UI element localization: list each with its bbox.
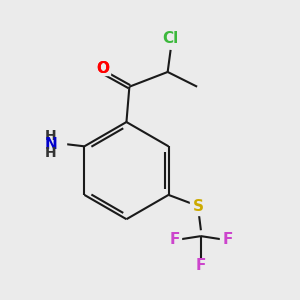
Text: Cl: Cl — [163, 31, 179, 46]
Text: F: F — [169, 232, 180, 247]
Text: N: N — [44, 137, 57, 152]
Text: H: H — [45, 129, 56, 143]
Text: F: F — [222, 232, 233, 247]
Text: O: O — [96, 61, 110, 76]
Text: F: F — [196, 258, 206, 273]
Text: S: S — [193, 199, 203, 214]
Text: H: H — [45, 146, 56, 160]
Text: O: O — [96, 61, 110, 76]
